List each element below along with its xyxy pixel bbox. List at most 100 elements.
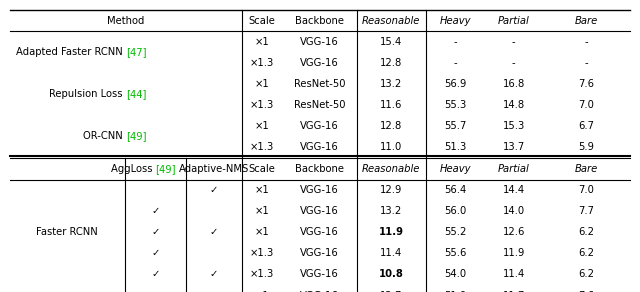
Text: VGG-16: VGG-16 [300,185,339,195]
Text: 14.4: 14.4 [502,185,525,195]
Text: 51.3: 51.3 [444,142,466,152]
Text: ✓: ✓ [209,227,218,237]
Text: 7.7: 7.7 [579,206,595,216]
Text: Backbone: Backbone [295,16,344,26]
Text: ✓: ✓ [151,206,159,216]
Text: VGG-16: VGG-16 [300,248,339,258]
Text: 55.2: 55.2 [444,227,466,237]
Text: -: - [585,58,588,68]
Text: 14.8: 14.8 [502,100,525,110]
Text: 15.4: 15.4 [380,37,403,47]
Text: ResNet-50: ResNet-50 [294,79,345,89]
Text: ×1: ×1 [254,185,269,195]
Text: VGG-16: VGG-16 [300,227,339,237]
Text: Faster RCNN: Faster RCNN [36,227,98,237]
Text: [47]: [47] [125,47,147,57]
Text: Heavy: Heavy [439,16,471,26]
Text: VGG-16: VGG-16 [300,206,339,216]
Text: ×1.3: ×1.3 [250,142,274,152]
Text: 56.9: 56.9 [444,79,466,89]
Text: Adapted Faster RCNN: Adapted Faster RCNN [16,47,125,57]
Text: 14.0: 14.0 [502,206,525,216]
Text: ✓: ✓ [209,291,218,292]
Text: Reasonable: Reasonable [362,164,420,174]
Text: 16.8: 16.8 [502,79,525,89]
Text: 55.7: 55.7 [444,121,466,131]
Text: [49]: [49] [125,131,147,141]
Text: ×1.3: ×1.3 [250,270,274,279]
Text: 10.8: 10.8 [379,270,404,279]
Text: -: - [585,37,588,47]
Text: 5.9: 5.9 [579,142,595,152]
Text: 6.2: 6.2 [579,270,595,279]
Text: 12.8: 12.8 [380,58,403,68]
Text: 15.3: 15.3 [502,121,525,131]
Text: VGG-16: VGG-16 [300,270,339,279]
Text: ✓: ✓ [151,270,159,279]
Text: ×1.3: ×1.3 [250,100,274,110]
Text: 13.2: 13.2 [380,206,403,216]
Text: ×1: ×1 [254,121,269,131]
Text: VGG-16: VGG-16 [300,121,339,131]
Text: ✓: ✓ [209,270,218,279]
Text: 11.0: 11.0 [380,142,403,152]
Text: OR-CNN: OR-CNN [83,131,125,141]
Text: 7.6: 7.6 [579,79,595,89]
Text: ×1: ×1 [254,79,269,89]
Text: ✓: ✓ [151,227,159,237]
Text: Adaptive-NMS: Adaptive-NMS [179,164,249,174]
Text: Repulsion Loss: Repulsion Loss [49,89,125,99]
Text: 11.6: 11.6 [380,100,403,110]
Text: 11.7: 11.7 [502,291,525,292]
Text: 6.7: 6.7 [579,121,595,131]
Text: -: - [453,58,457,68]
Text: Backbone: Backbone [295,164,344,174]
Text: Scale: Scale [248,164,275,174]
Text: ×1: ×1 [254,291,269,292]
Text: ResNet-50: ResNet-50 [294,100,345,110]
Text: ×1: ×1 [254,37,269,47]
Text: 56.4: 56.4 [444,185,466,195]
Text: Partial: Partial [498,164,529,174]
Text: [49]: [49] [155,164,176,174]
Text: VGG-16: VGG-16 [300,37,339,47]
Text: Scale: Scale [248,16,275,26]
Text: ×1.3: ×1.3 [250,248,274,258]
Text: 56.0: 56.0 [444,206,466,216]
Text: 51.9: 51.9 [444,291,466,292]
Text: 11.9: 11.9 [502,248,525,258]
Text: 55.6: 55.6 [444,248,466,258]
Text: Partial: Partial [498,16,529,26]
Text: VGG-16: VGG-16 [300,142,339,152]
Text: ×1.3: ×1.3 [250,58,274,68]
Text: -: - [453,37,457,47]
Text: 7.0: 7.0 [579,185,595,195]
Text: VGG-16: VGG-16 [300,58,339,68]
Text: 11.4: 11.4 [380,248,403,258]
Text: 12.7: 12.7 [380,291,403,292]
Text: Reasonable: Reasonable [362,16,420,26]
Text: Bare: Bare [575,16,598,26]
Text: 7.0: 7.0 [579,100,595,110]
Text: 13.2: 13.2 [380,79,403,89]
Text: ×1: ×1 [254,227,269,237]
Text: ✓: ✓ [209,185,218,195]
Text: 54.0: 54.0 [444,270,466,279]
Text: ✓: ✓ [151,248,159,258]
Text: 11.9: 11.9 [379,227,404,237]
Text: -: - [512,37,515,47]
Text: Bare: Bare [575,164,598,174]
Text: 55.3: 55.3 [444,100,466,110]
Text: 12.6: 12.6 [502,227,525,237]
Text: AggLoss: AggLoss [111,164,155,174]
Text: 7.6: 7.6 [579,291,595,292]
Text: Method: Method [107,16,145,26]
Text: VGG-16: VGG-16 [300,291,339,292]
Text: 12.9: 12.9 [380,185,403,195]
Text: -: - [512,58,515,68]
Text: 6.2: 6.2 [579,227,595,237]
Text: 13.7: 13.7 [502,142,525,152]
Text: 11.4: 11.4 [502,270,525,279]
Text: 12.8: 12.8 [380,121,403,131]
Text: ×1: ×1 [254,206,269,216]
